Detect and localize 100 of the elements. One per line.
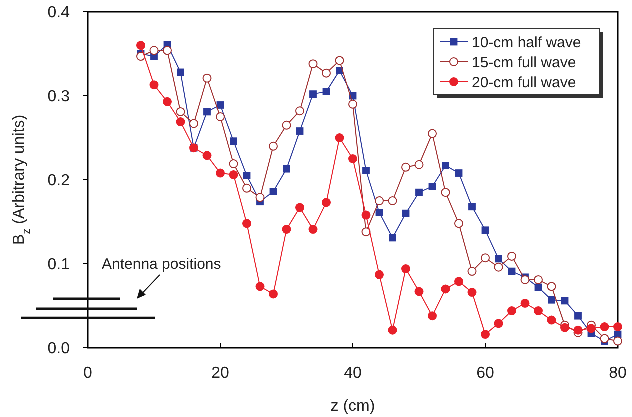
- point: [136, 52, 146, 62]
- legend-label: 15-cm full wave: [472, 54, 576, 72]
- y-tick-label: 0.4: [48, 4, 70, 22]
- point: [229, 170, 238, 180]
- point: [202, 74, 212, 83]
- point: [441, 188, 450, 198]
- point: [322, 88, 330, 96]
- point: [428, 129, 437, 138]
- point: [388, 326, 398, 335]
- point: [296, 203, 304, 212]
- point: [204, 108, 211, 116]
- y-tick-label: 0.1: [48, 256, 70, 274]
- point: [455, 170, 463, 177]
- point: [362, 228, 371, 237]
- point: [520, 275, 530, 284]
- point: [375, 196, 384, 206]
- point: [322, 68, 331, 78]
- point: [520, 298, 530, 308]
- point: [322, 198, 331, 208]
- point: [243, 172, 251, 180]
- point: [508, 306, 516, 316]
- point: [587, 324, 596, 334]
- point: [508, 268, 516, 276]
- point: [534, 306, 543, 316]
- point: [468, 288, 477, 298]
- annotation: Antenna positions: [102, 256, 222, 273]
- point: [428, 312, 437, 321]
- point: [176, 107, 186, 116]
- point: [614, 336, 622, 346]
- point: [216, 168, 225, 178]
- x-tick-label: 0: [84, 365, 93, 382]
- point: [335, 134, 344, 142]
- point: [495, 255, 502, 263]
- x-tick-label: 60: [476, 365, 494, 382]
- point: [283, 165, 290, 173]
- point: [348, 154, 358, 164]
- point: [402, 210, 410, 218]
- point: [335, 56, 344, 66]
- legend-label: 10-cm half wave: [472, 34, 582, 52]
- y-tick-label: 0.0: [48, 340, 70, 358]
- point: [176, 118, 186, 127]
- point: [560, 323, 570, 332]
- point: [230, 138, 238, 146]
- point: [190, 119, 198, 128]
- point: [216, 102, 224, 109]
- point: [548, 296, 556, 304]
- point: [229, 160, 238, 169]
- point: [388, 196, 398, 206]
- point: [481, 330, 490, 340]
- point: [547, 316, 556, 325]
- point: [600, 334, 610, 344]
- point: [494, 319, 504, 328]
- point: [348, 100, 358, 109]
- point: [454, 277, 464, 286]
- point: [163, 97, 172, 106]
- point: [402, 162, 410, 172]
- point: [310, 90, 317, 98]
- point: [177, 68, 184, 76]
- y-tick-label: 0.2: [48, 172, 70, 190]
- point: [296, 128, 304, 135]
- point: [150, 46, 159, 56]
- point: [482, 226, 490, 234]
- point: [376, 209, 384, 216]
- point: [362, 210, 371, 220]
- point: [336, 67, 344, 74]
- point: [389, 234, 396, 242]
- point: [163, 46, 172, 56]
- y-tick-label: 0.3: [48, 88, 70, 106]
- point: [202, 151, 212, 160]
- point: [308, 60, 318, 69]
- point: [534, 275, 543, 284]
- point: [561, 297, 569, 305]
- point: [296, 106, 304, 116]
- point: [242, 184, 252, 193]
- point: [282, 225, 292, 234]
- point: [375, 270, 384, 280]
- point: [362, 167, 370, 174]
- point: [402, 264, 410, 274]
- point: [282, 120, 292, 130]
- point: [614, 322, 622, 332]
- point: [269, 142, 278, 151]
- point: [256, 282, 265, 292]
- point: [136, 41, 146, 50]
- legend-label: 20-cm full wave: [472, 74, 576, 92]
- point: [414, 287, 424, 296]
- point: [270, 188, 278, 196]
- point: [508, 252, 516, 261]
- point: [547, 282, 556, 292]
- point: [468, 267, 477, 276]
- point: [242, 219, 252, 228]
- point: [416, 188, 423, 196]
- point: [150, 80, 159, 90]
- point: [454, 219, 464, 228]
- point: [308, 225, 318, 234]
- point: [256, 193, 265, 202]
- x-axis-title: z (cm): [330, 398, 376, 415]
- point: [269, 290, 278, 299]
- point: [428, 183, 436, 190]
- point: [468, 203, 476, 211]
- point: [414, 160, 424, 170]
